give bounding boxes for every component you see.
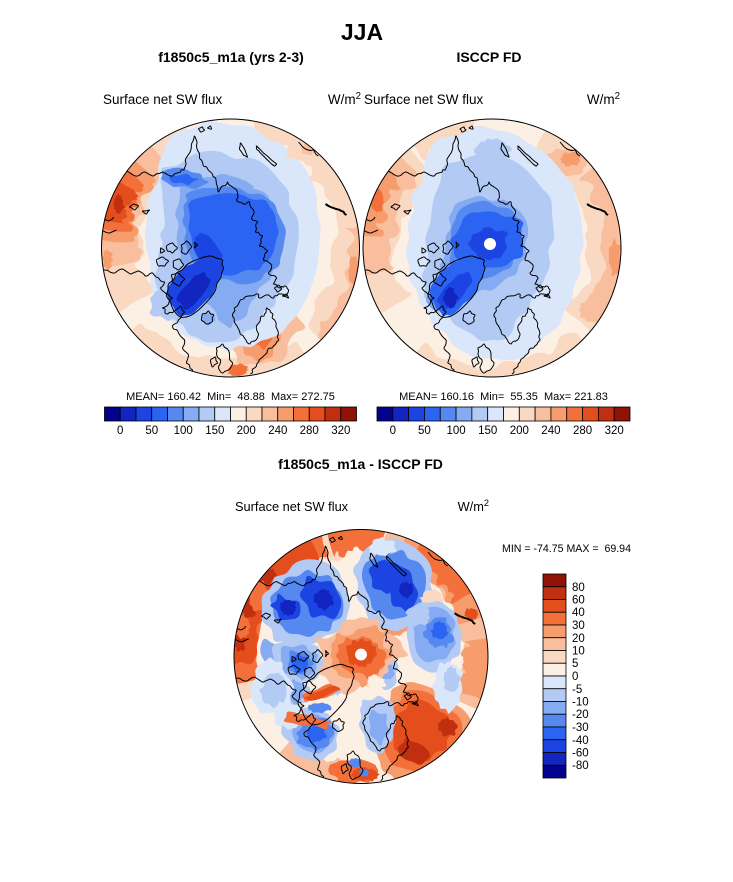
svg-text:ISCCP FD: ISCCP FD xyxy=(456,49,521,65)
svg-text:-5: -5 xyxy=(572,684,582,696)
svg-text:MIN = -74.75 MAX = 69.94: MIN = -74.75 MAX = 69.94 xyxy=(502,543,631,555)
svg-text:10: 10 xyxy=(572,646,585,658)
svg-text:MEAN= 160.16 Min= 55.35 Max: MEAN= 160.16 Min= 55.35 Max= 221.83 xyxy=(399,391,608,403)
svg-text:80: 80 xyxy=(572,582,585,594)
svg-text:f1850c5_m1a - ISCCP FD: f1850c5_m1a - ISCCP FD xyxy=(278,456,443,472)
svg-text:-10: -10 xyxy=(572,697,589,709)
svg-text:30: 30 xyxy=(572,620,585,632)
svg-text:f1850c5_m1a (yrs 2-3): f1850c5_m1a (yrs 2-3) xyxy=(158,49,304,65)
svg-text:50: 50 xyxy=(145,425,158,437)
svg-text:200: 200 xyxy=(237,425,256,437)
svg-text:60: 60 xyxy=(572,595,585,607)
svg-text:Surface net SW flux: Surface net SW flux xyxy=(364,92,484,107)
svg-text:50: 50 xyxy=(418,425,431,437)
svg-text:240: 240 xyxy=(541,425,560,437)
svg-text:W/m2: W/m2 xyxy=(587,91,620,107)
svg-text:200: 200 xyxy=(510,425,529,437)
svg-text:20: 20 xyxy=(572,633,585,645)
svg-text:320: 320 xyxy=(331,425,350,437)
svg-text:Surface net SW flux: Surface net SW flux xyxy=(235,499,349,514)
svg-text:MEAN= 160.42 Min= 48.88 Max: MEAN= 160.42 Min= 48.88 Max= 272.75 xyxy=(126,391,335,403)
svg-text:0: 0 xyxy=(117,425,123,437)
svg-text:-30: -30 xyxy=(572,722,589,734)
svg-text:280: 280 xyxy=(300,425,319,437)
svg-text:0: 0 xyxy=(390,425,396,437)
svg-text:280: 280 xyxy=(573,425,592,437)
svg-text:320: 320 xyxy=(605,425,624,437)
svg-text:W/m2: W/m2 xyxy=(458,498,489,514)
svg-text:100: 100 xyxy=(447,425,466,437)
svg-text:40: 40 xyxy=(572,607,585,619)
svg-text:W/m2: W/m2 xyxy=(328,91,361,107)
svg-text:150: 150 xyxy=(205,425,224,437)
svg-text:JJA: JJA xyxy=(341,19,383,45)
svg-text:-60: -60 xyxy=(572,748,589,760)
svg-text:-40: -40 xyxy=(572,735,589,747)
svg-text:-20: -20 xyxy=(572,709,589,721)
svg-text:-80: -80 xyxy=(572,760,589,772)
svg-text:Surface net SW flux: Surface net SW flux xyxy=(103,92,223,107)
svg-text:240: 240 xyxy=(268,425,287,437)
svg-text:150: 150 xyxy=(478,425,497,437)
svg-text:5: 5 xyxy=(572,658,578,670)
svg-text:100: 100 xyxy=(174,425,193,437)
svg-text:0: 0 xyxy=(572,671,578,683)
